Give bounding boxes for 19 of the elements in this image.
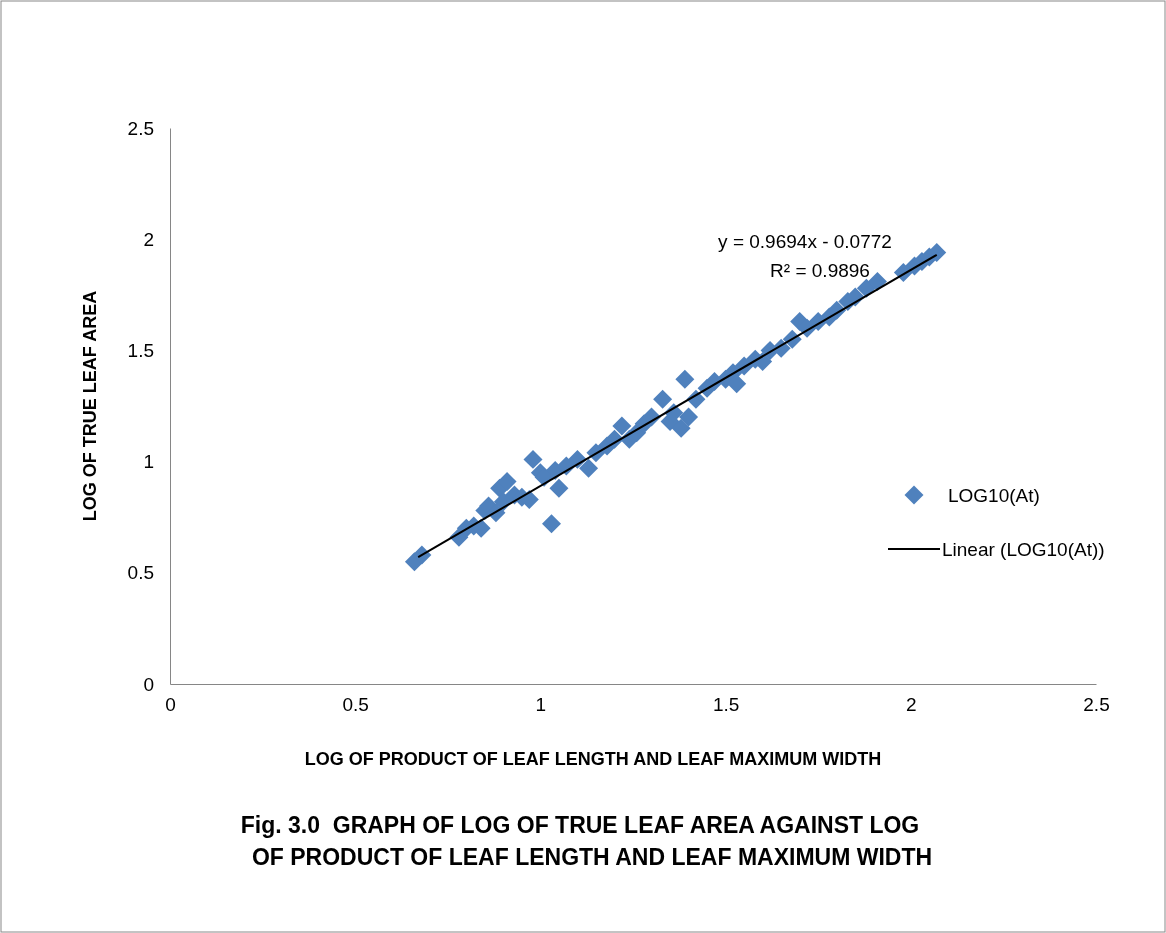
x-tick-label: 0.5: [342, 694, 369, 716]
x-tick-label: 1: [535, 694, 547, 716]
x-tick-label: 2: [906, 694, 917, 716]
y-tick-label: 0.5: [127, 562, 154, 584]
x-tick-label: 0: [165, 694, 176, 716]
y-tick-label: 2.5: [127, 117, 154, 139]
y-tick-label: 1.5: [127, 339, 154, 361]
y-tick-label: 1: [143, 451, 154, 473]
x-tick-label: 1.5: [712, 694, 740, 716]
legend-label: LOG10(At): [948, 485, 1040, 506]
x-axis-title: LOG OF PRODUCT OF LEAF LENGTH AND LEAF MAXIMUM WIDTH: [304, 749, 882, 769]
y-tick-label: 0: [143, 673, 154, 695]
y-tick-label: 2: [143, 228, 154, 250]
text: Fig. 3.0 GRAPH OF LOG OF TRUE LEAF AREA AGAINST LOG OF PRODUCT OF LEAF LENGTH AND LEAF MAXIMUM WIDTH: [240, 812, 933, 870]
annotation: R² = 0.9896: [770, 260, 870, 281]
annotation: y = 0.9694x - 0.0772: [718, 231, 892, 252]
x-tick-label: 2.5: [1083, 694, 1110, 716]
legend-label: Linear (LOG10(At)): [942, 539, 1105, 560]
y-axis-title: LOG OF TRUE LEAF AREA: [80, 290, 100, 522]
